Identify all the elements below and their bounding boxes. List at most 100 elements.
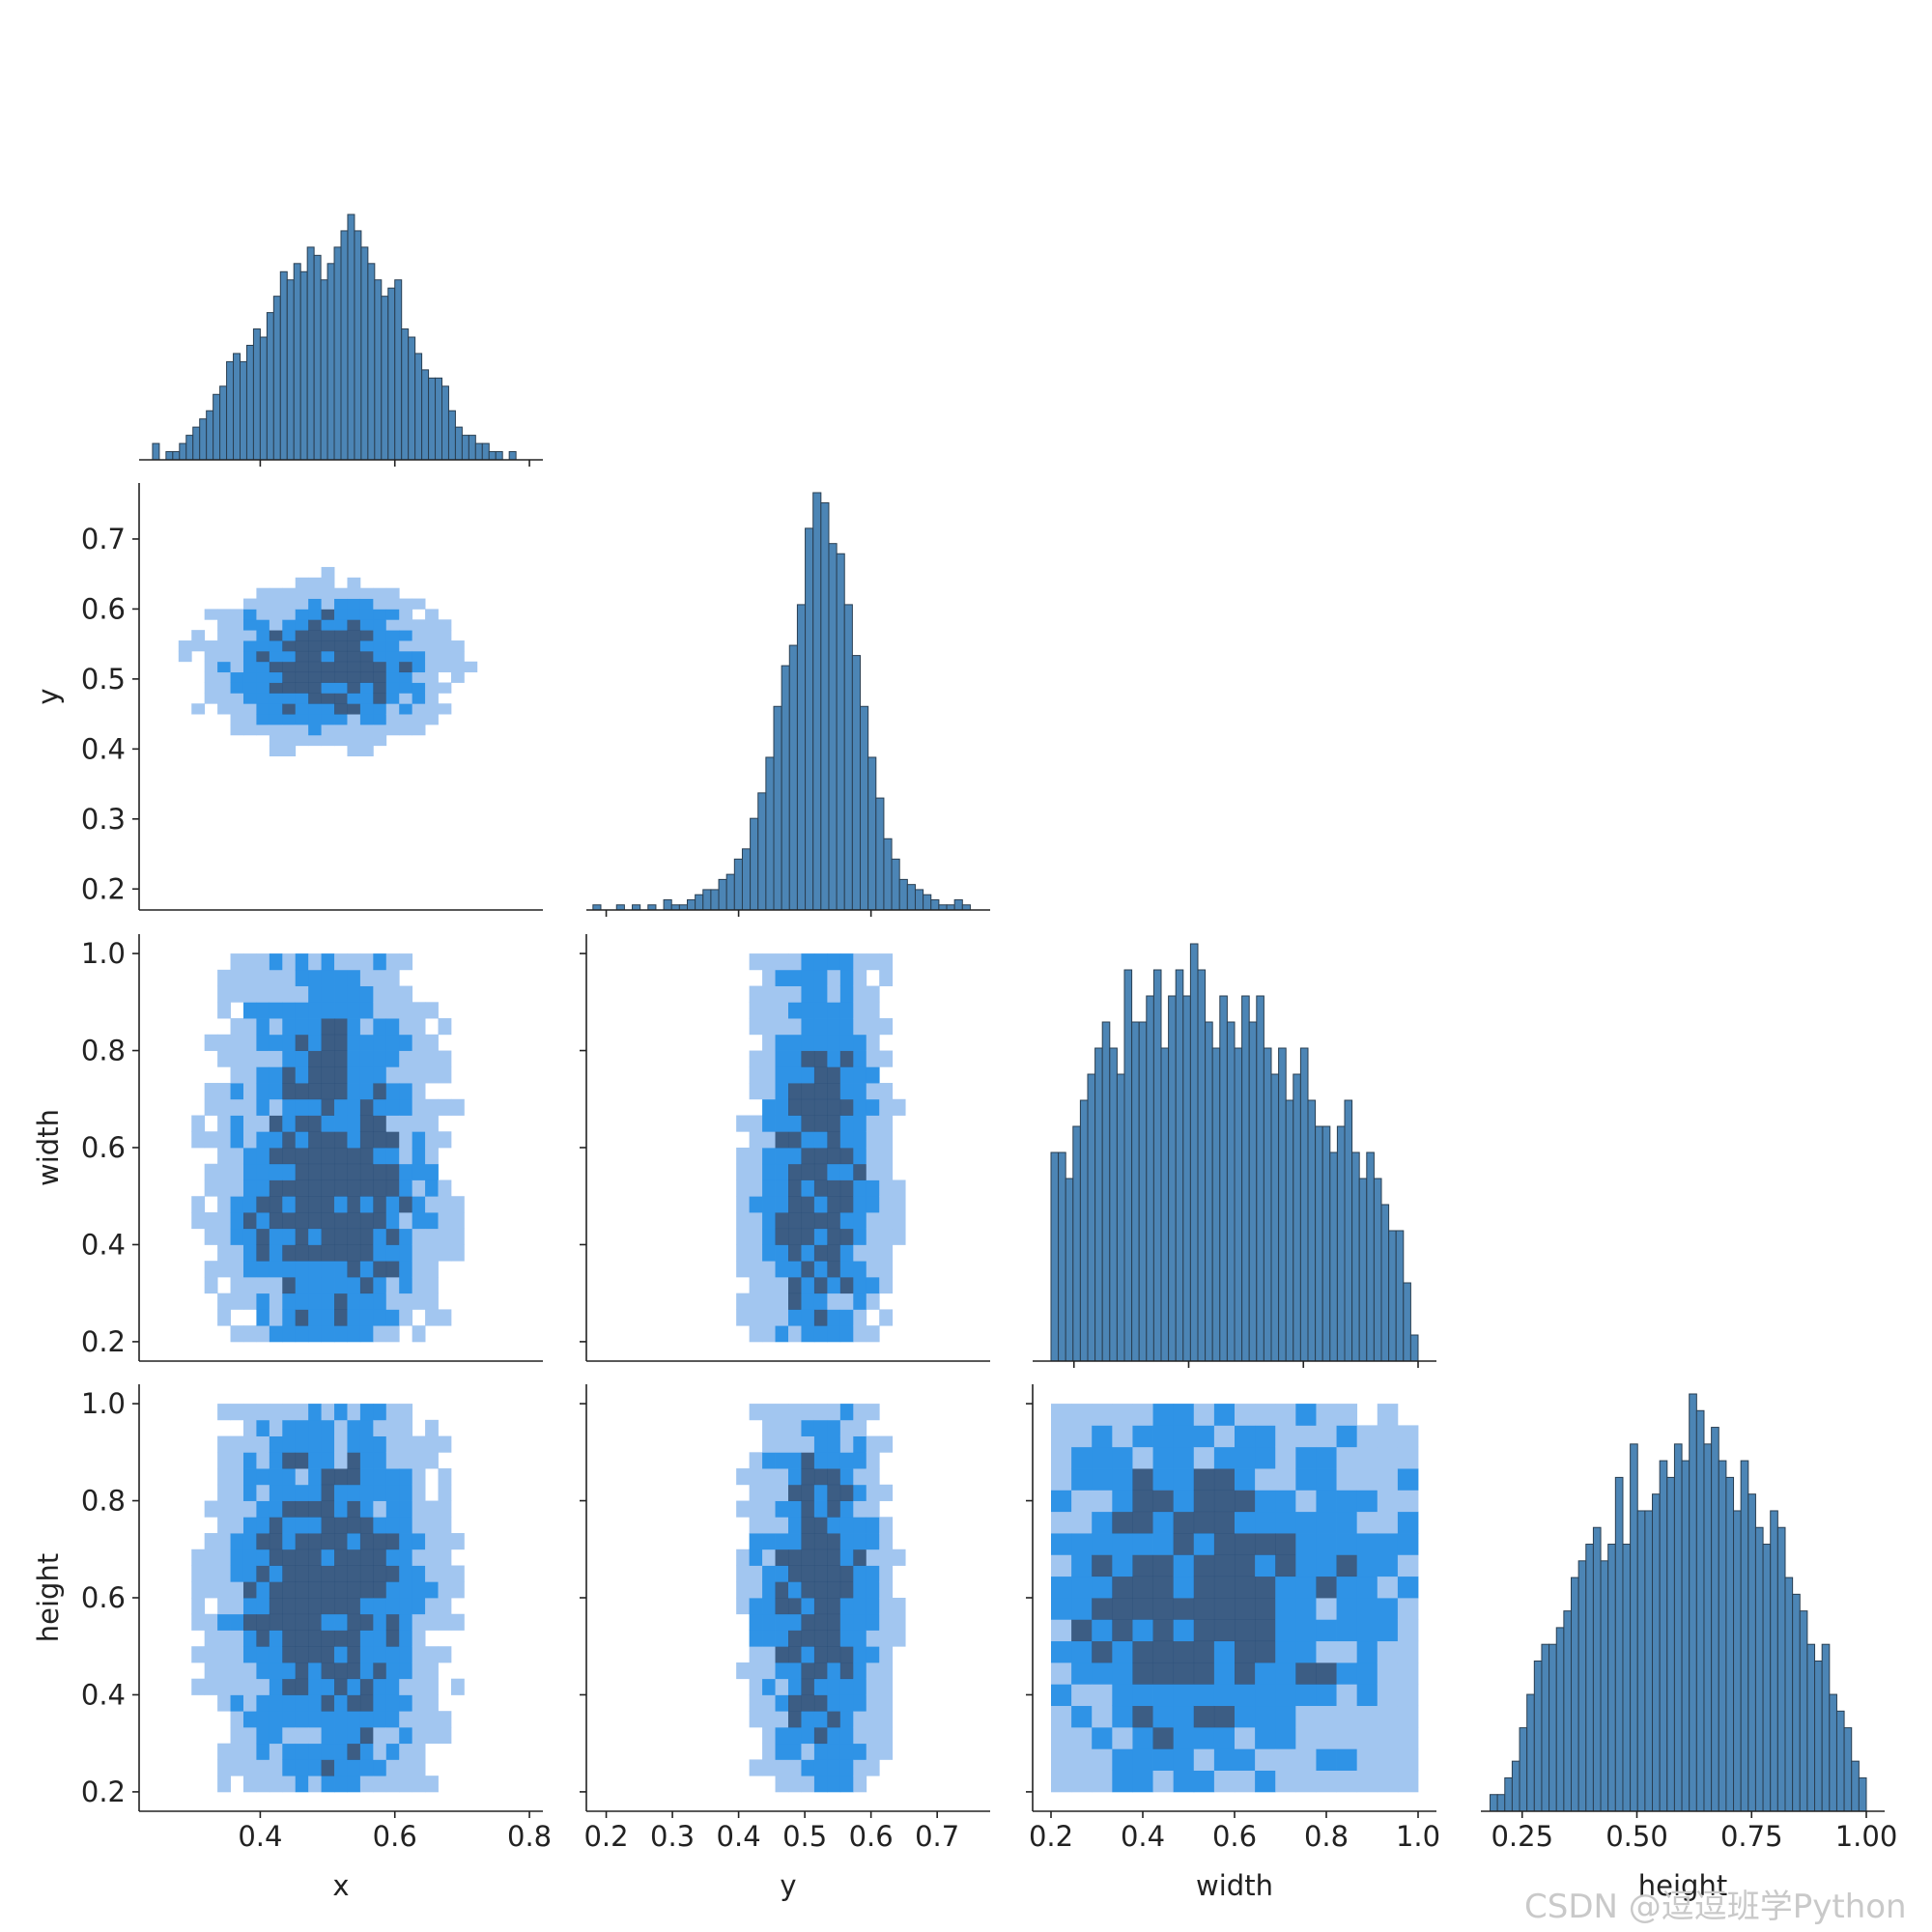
heatmap-cell xyxy=(749,1404,763,1421)
heatmap-cell xyxy=(321,1179,335,1197)
heatmap-cell xyxy=(334,661,348,673)
heatmap-cell xyxy=(295,577,309,589)
heatmap-cell xyxy=(762,1244,776,1262)
heatmap-cell xyxy=(1071,1533,1093,1555)
heatmap-cell xyxy=(412,703,426,715)
x-x-tick-label: 0.4 xyxy=(238,1820,282,1853)
heatmap-cell xyxy=(827,1419,841,1436)
heatmap-cell xyxy=(866,1678,880,1695)
heatmap-cell xyxy=(1213,1640,1236,1663)
hist-bar xyxy=(883,838,893,911)
heatmap-cell xyxy=(1193,1619,1215,1642)
heatmap-cell xyxy=(242,671,257,683)
heatmap-cell xyxy=(1377,1404,1399,1426)
heatmap-cell xyxy=(425,1309,439,1326)
heatmap-cell xyxy=(217,661,231,673)
heatmap-cell xyxy=(230,1018,244,1036)
heatmap-cell xyxy=(813,1517,828,1534)
heatmap-cell xyxy=(1255,1705,1276,1728)
heatmap-cell xyxy=(385,1115,400,1132)
heatmap-cell xyxy=(853,1131,867,1149)
heatmap-cell xyxy=(853,1325,867,1343)
heatmap-cell xyxy=(373,1500,387,1518)
heatmap-cell xyxy=(827,1662,841,1680)
heatmap-cell xyxy=(334,1034,348,1051)
heatmap-cell xyxy=(775,1517,789,1534)
heatmap-cell xyxy=(282,1533,297,1550)
heatmap-cell xyxy=(1193,1533,1215,1555)
panel-y-vs-y xyxy=(592,492,971,911)
heatmap-cell xyxy=(385,1002,400,1019)
heatmap-cell xyxy=(425,703,439,715)
heatmap-cell xyxy=(191,1581,206,1599)
hist-bar xyxy=(1278,1047,1287,1362)
heatmap-cell xyxy=(762,1678,776,1695)
heatmap-cell xyxy=(1235,1554,1256,1577)
heatmap-cell xyxy=(1152,1705,1175,1728)
heatmap-cell xyxy=(892,1098,906,1116)
hist-bar xyxy=(461,435,469,461)
heatmap-cell xyxy=(334,1743,348,1760)
heatmap-cell xyxy=(801,1148,815,1165)
heatmap-cell xyxy=(242,1018,257,1036)
heatmap-cell xyxy=(866,1468,880,1486)
heatmap-cell xyxy=(412,1276,426,1294)
heatmap-cell xyxy=(1356,1640,1378,1663)
hist-bar xyxy=(923,894,932,911)
heatmap-cell xyxy=(204,609,218,620)
heatmap-cell xyxy=(334,1115,348,1132)
heatmap-cell xyxy=(242,1500,257,1518)
heatmap-cell xyxy=(827,1517,841,1534)
heatmap-cell xyxy=(853,1484,867,1501)
heatmap-cell xyxy=(788,1678,802,1695)
heatmap-cell xyxy=(775,1325,789,1343)
heatmap-cell xyxy=(308,693,322,704)
heatmap-cell xyxy=(217,1211,231,1230)
hist-bar xyxy=(930,898,940,911)
heatmap-cell xyxy=(399,1630,413,1647)
heatmap-cell xyxy=(373,1419,387,1436)
panel-width-vs-y xyxy=(736,953,906,1343)
heatmap-cell xyxy=(256,1404,270,1421)
heatmap-cell xyxy=(1275,1598,1296,1620)
heatmap-cell xyxy=(399,1662,413,1680)
heatmap-cell xyxy=(412,1179,426,1197)
heatmap-cell xyxy=(347,953,361,971)
heatmap-cell xyxy=(347,1598,361,1615)
heatmap-cell xyxy=(1071,1726,1093,1749)
heatmap-cell xyxy=(762,1630,776,1647)
heatmap-cell xyxy=(1112,1770,1133,1793)
heatmap-cell xyxy=(412,1598,426,1615)
heatmap-cell xyxy=(373,650,387,663)
heatmap-cell xyxy=(359,650,374,663)
heatmap-cell xyxy=(242,714,257,725)
heatmap-cell xyxy=(1397,1554,1419,1577)
heatmap-cell xyxy=(1193,1554,1215,1577)
y-y-tick-label: 0.7 xyxy=(81,523,126,555)
heatmap-cell xyxy=(412,1211,426,1230)
heatmap-cell xyxy=(736,1261,751,1278)
hist-bar xyxy=(1219,995,1228,1362)
heatmap-cell xyxy=(866,1179,880,1197)
heatmap-cell xyxy=(334,1711,348,1728)
heatmap-cell xyxy=(399,1435,413,1453)
heatmap-cell xyxy=(866,1711,880,1728)
heatmap-cell xyxy=(334,1276,348,1294)
heatmap-cell xyxy=(385,661,400,673)
heatmap-cell xyxy=(425,630,439,641)
heatmap-cell xyxy=(438,1646,452,1663)
hist-bar xyxy=(843,604,853,911)
heatmap-cell xyxy=(217,1613,231,1631)
heatmap-cell xyxy=(1152,1748,1175,1771)
heatmap-cell xyxy=(321,1548,335,1566)
hist-bar xyxy=(1065,1178,1074,1362)
heatmap-cell xyxy=(412,1163,426,1180)
heatmap-cell xyxy=(412,1548,426,1566)
heatmap-cell xyxy=(217,1533,231,1550)
heatmap-cell xyxy=(308,650,322,663)
heatmap-cell xyxy=(1397,1748,1419,1771)
heatmap-cell xyxy=(1152,1446,1175,1469)
heatmap-cell xyxy=(242,1678,257,1695)
heatmap-cell xyxy=(827,1228,841,1245)
heatmap-cell xyxy=(1275,1726,1296,1749)
